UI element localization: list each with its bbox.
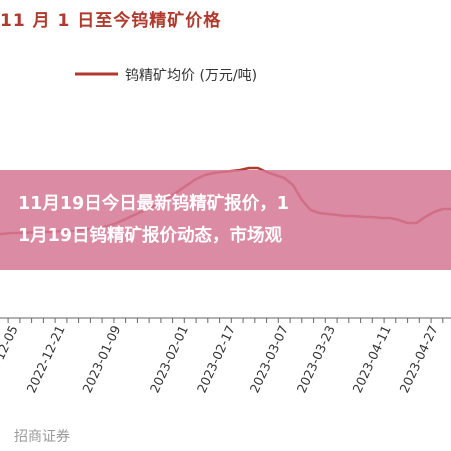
x-axis-ticks: 2022-12-05 2022-12-21 2023-01-09 2023-02-01… [0, 318, 444, 395]
x-tick-label: 2023-03-23 [294, 323, 338, 395]
x-tick-label: 2022-12-21 [23, 323, 67, 395]
x-tick-label: 2023-04-11 [349, 323, 393, 395]
chart-title: 11 月 1 日至今钨精矿价格 [0, 11, 222, 31]
x-tick-label: 2022-12-05 [0, 323, 21, 395]
source-label: 招商证券 [14, 429, 70, 445]
legend-label: 钨精矿均价 (万元/吨) [125, 68, 257, 84]
headline-line-1: 11月19日今日最新钨精矿报价，1 [18, 194, 289, 214]
headline-banner[interactable]: 11月19日今日最新钨精矿报价，1 1月19日钨精矿报价动态，市场观 [0, 170, 451, 270]
x-tick-label: 2023-02-01 [147, 323, 191, 395]
x-tick-label: 2023-01-09 [79, 323, 123, 395]
x-tick-label: 2023-04-27 [396, 323, 440, 395]
x-tick-label: 2023-03-07 [247, 323, 291, 395]
x-tick-label: 2023-02-17 [194, 323, 238, 395]
headline-line-2: 1月19日钨精矿报价动态，市场观 [18, 226, 283, 246]
